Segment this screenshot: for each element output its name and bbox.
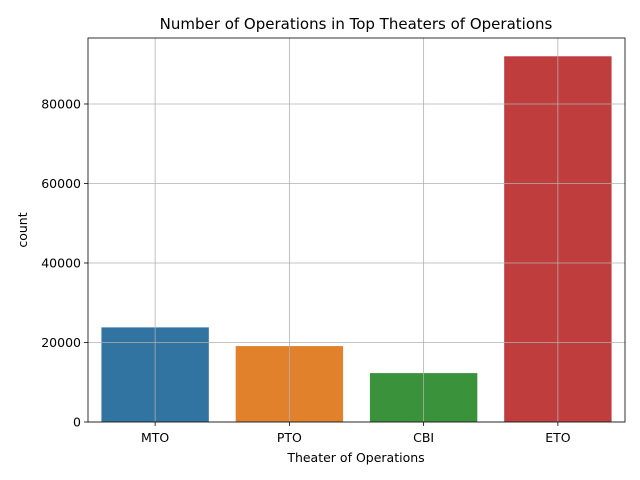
x-axis-ticks: MTO PTO CBI ETO — [141, 422, 571, 445]
x-tick-label: ETO — [545, 430, 571, 445]
x-tick-label: CBI — [413, 430, 434, 445]
x-axis-label: Theater of Operations — [286, 450, 424, 465]
plot-border — [87, 37, 626, 423]
y-tick-label: 60000 — [41, 176, 81, 191]
bars — [101, 56, 612, 423]
y-tick-label: 40000 — [41, 255, 81, 270]
x-tick-label: MTO — [141, 430, 169, 445]
y-axis-label: count — [15, 212, 30, 247]
y-tick-label: 20000 — [41, 335, 81, 350]
x-tick-label: PTO — [277, 430, 302, 445]
y-tick-label: 0 — [73, 415, 81, 430]
y-axis-ticks: 0 20000 40000 60000 80000 — [41, 96, 88, 430]
y-tick-label: 80000 — [41, 96, 81, 111]
plot-frame — [87, 37, 626, 423]
chart-title: Number of Operations in Top Theaters of … — [160, 15, 553, 33]
